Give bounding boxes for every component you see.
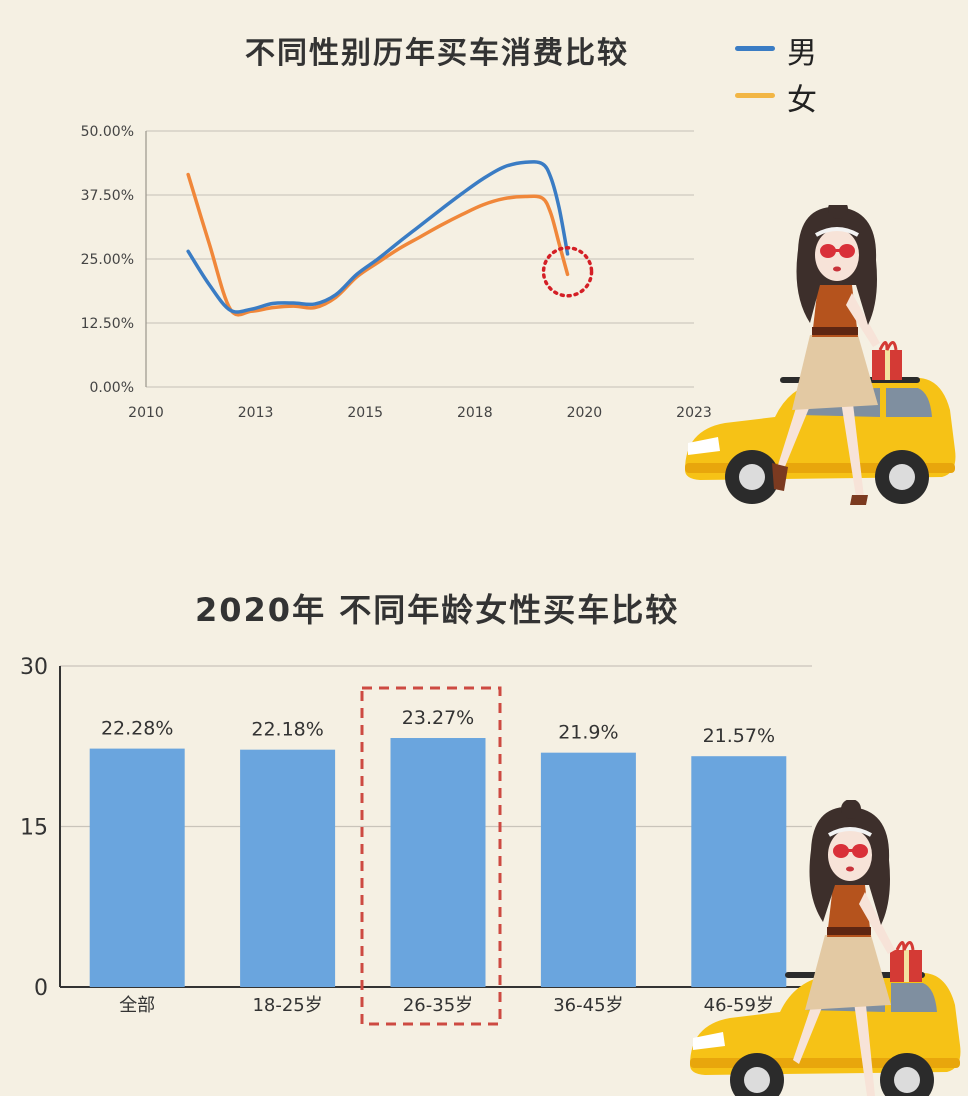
bar-x-tick-label: 46-59岁: [704, 995, 774, 1016]
bar-value-label: 22.18%: [251, 719, 323, 741]
line-y-tick-label: 25.00%: [81, 252, 134, 268]
line-x-tick-label: 2015: [347, 405, 383, 421]
line-y-tick-label: 50.00%: [81, 124, 134, 140]
line-chart: 0.00%12.50%25.00%37.50%50.00% 2010 2013 20…: [81, 124, 712, 421]
bar-value-label: 23.27%: [402, 707, 474, 729]
bar-value-label: 21.9%: [558, 722, 618, 744]
legend-swatch-male: [735, 46, 775, 51]
bar-y-tick-label: 15: [20, 816, 48, 841]
bar-x-tick-label: 全部: [119, 995, 155, 1016]
line-x-tick-label: 2010: [128, 405, 164, 421]
bar-chart: 0 15 30 22.28% 22.18% 23.27% 21.9% 21.57% 全部 18…: [20, 655, 812, 1026]
bar-chart-bars: [89, 738, 787, 987]
highlight-circle: [541, 246, 594, 298]
bar: [89, 748, 185, 987]
bar-x-tick-label: 18-25岁: [252, 995, 322, 1016]
line-series-male: [186, 160, 570, 314]
bar-x-tick-label: 36-45岁: [553, 995, 623, 1016]
line-x-tick-label: 2013: [238, 405, 274, 421]
highlight-box: [360, 686, 502, 1026]
line-chart-grid: [145, 130, 694, 388]
bar-chart-x-ticks: 全部 18-25岁 26-35岁 36-45岁 46-59岁: [119, 995, 774, 1016]
line-chart-series: [186, 160, 570, 317]
bar-y-tick-label: 0: [34, 976, 48, 1001]
line-y-tick-label: 12.50%: [81, 316, 134, 332]
line-chart-annotation: [541, 246, 594, 298]
bar: [390, 738, 486, 987]
girl-on-car-illustration-bottom: [690, 800, 961, 1096]
legend-item-male: 男: [735, 28, 835, 71]
bar-chart-highlight: [360, 686, 502, 1026]
girl-on-car-illustration-top: [685, 205, 956, 505]
line-x-tick-label: 2023: [676, 405, 712, 421]
line-chart-y-ticks: 0.00% 12.50% 25.00% 37.50% 50.00%: [81, 124, 134, 396]
line-y-tick-label: 0.00%: [90, 380, 134, 396]
line-y-tick-label: 37.50%: [81, 188, 134, 204]
bar: [540, 752, 636, 987]
bar-chart-value-labels: 22.28% 22.18% 23.27% 21.9% 21.57%: [101, 707, 775, 747]
legend-swatch-female: [735, 93, 775, 98]
bar: [691, 756, 787, 987]
line-x-tick-label: 2020: [567, 405, 603, 421]
bar-chart-title: 2020年 不同年龄女性买车比较: [195, 591, 680, 629]
legend-label-female: 女: [787, 83, 817, 118]
line-chart-x-ticks: 2010 2013 2015 2018 2020 2023: [128, 405, 712, 421]
bar: [240, 749, 336, 987]
bar-value-label: 22.28%: [101, 718, 173, 740]
bar-value-label: 21.57%: [703, 725, 775, 747]
bar-chart-y-ticks: 0 15 30: [20, 655, 48, 1001]
bar-y-tick-label: 30: [20, 655, 48, 680]
line-x-tick-label: 2018: [457, 405, 493, 421]
legend-label-male: 男: [787, 36, 817, 71]
line-chart-title: 不同性别历年买车消费比较: [245, 36, 629, 71]
legend-item-female: 女: [735, 75, 835, 118]
bar-x-tick-label: 26-35岁: [403, 995, 473, 1016]
line-series-female: [186, 172, 570, 317]
